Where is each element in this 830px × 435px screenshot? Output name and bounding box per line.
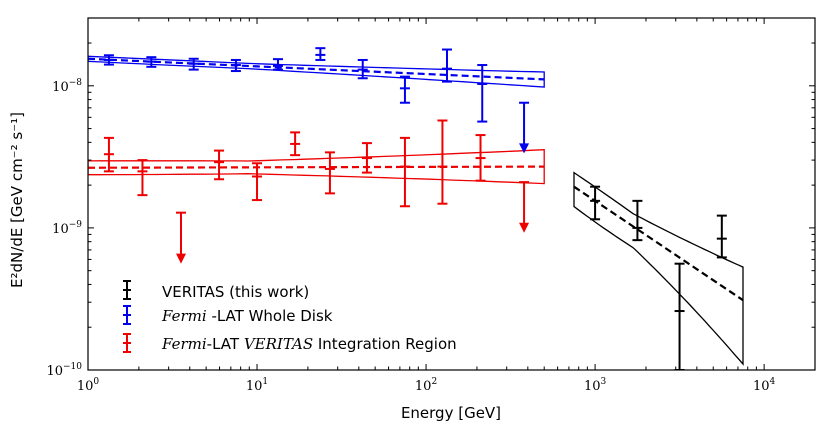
data-point-2-8	[437, 119, 448, 205]
y-axis-label: E²dN/dE [GeV cm⁻² s⁻¹]	[8, 112, 26, 288]
x-axis-label: Energy [GeV]	[401, 404, 501, 422]
plot-content	[88, 47, 744, 370]
data-point-1-7	[399, 75, 410, 104]
legend: VERITAS (this work) Fermi -LAT Whole Dis…	[123, 280, 457, 353]
upper-limit-2-1	[519, 181, 530, 233]
model-band-0	[573, 171, 744, 366]
data-point-2-9	[475, 134, 486, 182]
model-band-1	[88, 55, 545, 88]
data-point-2-1	[137, 159, 148, 197]
x-tick-label-3: 103	[584, 377, 607, 394]
x-tick-label-0: 100	[77, 377, 100, 394]
upper-limit-arrowhead	[176, 253, 187, 264]
data-point-2-3	[252, 162, 263, 202]
model-fit-line-1	[88, 57, 545, 81]
data-point-1-8	[441, 48, 452, 83]
data-point-1-5	[315, 47, 326, 61]
model-fit-line-0	[573, 185, 744, 302]
data-point-1-6	[357, 58, 368, 80]
data-point-2-7	[399, 136, 410, 208]
axes: 100 101 102 103 104 10−10 10−9 10−8	[46, 17, 816, 394]
data-point-0-0	[590, 185, 601, 221]
data-point-2-6	[361, 142, 372, 174]
x-tick-label-1: 101	[246, 377, 268, 394]
data-point-1-4	[272, 58, 283, 71]
upper-limit-1-0	[519, 101, 530, 154]
data-point-1-3	[230, 58, 241, 73]
data-point-2-0	[103, 136, 114, 173]
legend-label-fermi-disk: Fermi -LAT Whole Disk	[161, 307, 333, 325]
plot-area	[88, 47, 744, 370]
data-point-1-2	[188, 57, 199, 71]
upper-limit-arrowhead	[519, 143, 530, 154]
upper-limit-arrowhead	[519, 222, 530, 233]
model-band-2	[88, 149, 545, 185]
data-point-1-9	[477, 64, 488, 123]
data-point-0-2	[674, 262, 685, 370]
legend-label-fermi-region: Fermi-LAT VERITAS Integration Region	[161, 335, 457, 353]
y-tick-label-2: 10−8	[52, 78, 82, 95]
axes-frame	[87, 17, 816, 371]
data-point-2-5	[324, 151, 335, 195]
upper-limit-2-0	[176, 211, 187, 264]
data-point-2-2	[214, 149, 225, 181]
data-point-2-4	[290, 131, 301, 157]
legend-label-veritas: VERITAS (this work)	[162, 283, 309, 301]
data-point-0-1	[632, 199, 643, 242]
y-tick-label-0: 10−10	[46, 362, 82, 379]
legend-swatch-2	[123, 333, 131, 353]
model-fit-line-2	[88, 165, 545, 169]
x-tick-label-2: 102	[415, 377, 437, 394]
legend-swatch-0	[123, 280, 131, 300]
data-point-0-3	[716, 214, 727, 259]
x-tick-label-4: 104	[753, 377, 776, 394]
y-tick-label-1: 10−9	[52, 220, 82, 237]
legend-swatch-1	[123, 305, 131, 325]
data-point-1-1	[146, 56, 157, 68]
data-point-1-0	[103, 54, 114, 66]
